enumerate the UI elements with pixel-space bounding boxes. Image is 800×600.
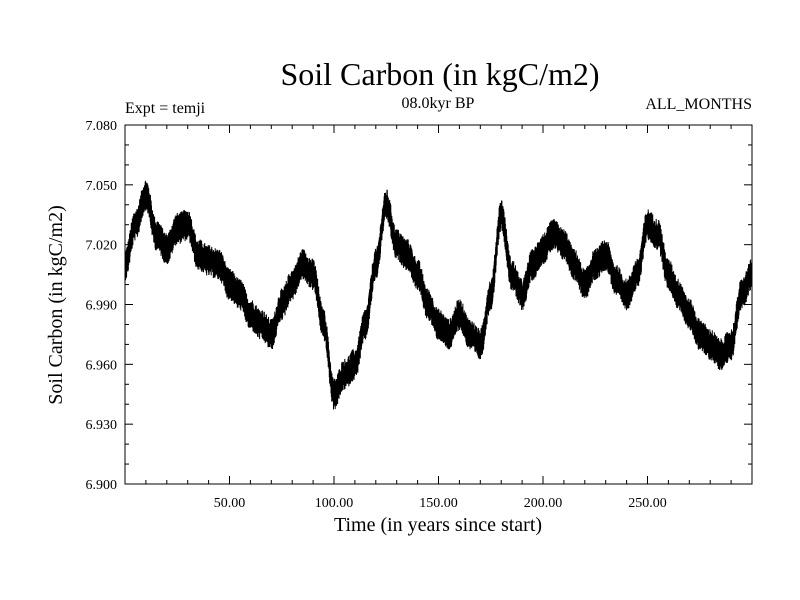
x-tick-label: 100.00 bbox=[315, 496, 354, 511]
chart-title: Soil Carbon (in kgC/m2) bbox=[280, 56, 599, 92]
x-tick-label: 200.00 bbox=[524, 496, 563, 511]
y-tick-label: 7.020 bbox=[86, 239, 118, 254]
x-tick-label: 50.00 bbox=[214, 496, 246, 511]
x-axis-label: Time (in years since start) bbox=[334, 514, 542, 536]
period-label: 08.0kyr BP bbox=[402, 95, 475, 112]
x-tick-label: 150.00 bbox=[419, 496, 458, 511]
months-label: ALL_MONTHS bbox=[645, 96, 752, 113]
x-tick-label: 250.00 bbox=[628, 496, 667, 511]
y-tick-label: 7.080 bbox=[86, 119, 118, 134]
y-tick-label: 6.930 bbox=[86, 418, 118, 433]
y-tick-label: 7.050 bbox=[86, 179, 118, 194]
series-layer bbox=[124, 180, 753, 410]
y-tick-label: 6.900 bbox=[86, 478, 118, 493]
experiment-label: Expt = temji bbox=[125, 100, 206, 117]
plot-frame bbox=[124, 124, 753, 485]
chart-title-group: Soil Carbon (in kgC/m2) Expt = temji 08.… bbox=[125, 56, 752, 117]
x-axis: 50.00 100.00 150.00 200.00 250.00 bbox=[145, 125, 732, 511]
series-line bbox=[124, 180, 753, 410]
y-tick-label: 6.990 bbox=[86, 299, 118, 314]
y-tick-label: 6.960 bbox=[86, 358, 118, 373]
y-axis-label: Soil Carbon (in kgC/m2) bbox=[45, 205, 67, 404]
y-axis: 6.900 6.930 6.960 6.990 7.020 7.050 7.080 bbox=[86, 119, 752, 493]
